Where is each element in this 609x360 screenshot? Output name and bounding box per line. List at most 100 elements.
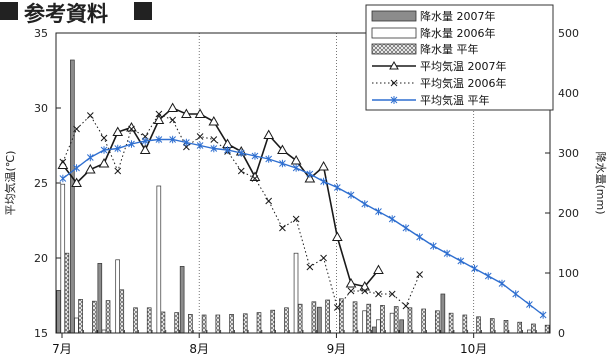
rain-bar xyxy=(174,312,179,334)
temp-point xyxy=(196,141,204,150)
y-right-tick-label: 400 xyxy=(558,87,579,100)
rain-bar xyxy=(317,306,322,334)
temp-point xyxy=(375,207,382,216)
month-label: 9月 xyxy=(327,342,347,356)
rain-bar xyxy=(179,266,185,334)
temp-point xyxy=(167,102,178,112)
temp-point xyxy=(139,144,151,154)
temp-point xyxy=(98,157,110,168)
temp-point xyxy=(416,271,423,278)
rain-bar xyxy=(92,300,97,334)
temp-point xyxy=(196,133,204,140)
temp-point xyxy=(249,171,261,181)
temp-point xyxy=(318,160,329,171)
temp-point xyxy=(331,231,343,241)
y-left-tick-label: 30 xyxy=(34,102,48,115)
title-block-right xyxy=(134,2,152,20)
temp-point xyxy=(292,164,300,172)
temp-point xyxy=(416,233,423,241)
temp-point xyxy=(402,302,410,310)
legend-label-rain-2006: 降水量 2006年 xyxy=(420,26,496,40)
y-right-tick-label: 300 xyxy=(558,147,579,160)
temp-point xyxy=(263,129,275,139)
temp-point xyxy=(359,280,371,291)
temp-point xyxy=(183,138,190,147)
temp-point xyxy=(443,249,451,258)
temp-point xyxy=(237,149,245,157)
rain-bar xyxy=(362,310,367,334)
legend-marker-temp-2006 xyxy=(390,79,398,87)
legend-label-rain-normal: 降水量 平年 xyxy=(420,42,479,56)
temp-point xyxy=(457,257,465,265)
rain-bar xyxy=(160,311,166,334)
temp-point xyxy=(181,108,192,118)
rain-bar xyxy=(325,299,330,334)
temp-point xyxy=(498,279,506,288)
rain-bar xyxy=(380,305,385,334)
temp-point xyxy=(73,125,80,133)
legend-marker-temp-2007 xyxy=(389,60,399,70)
rain-bar xyxy=(201,314,207,334)
temp-point xyxy=(345,277,357,288)
y-right-tick-label: 500 xyxy=(558,27,579,40)
rain-bar xyxy=(311,301,317,334)
temp-point xyxy=(155,110,163,118)
temp-point xyxy=(347,191,355,199)
temp-point xyxy=(251,152,259,160)
y-right-tick-label: 200 xyxy=(558,207,579,220)
y-left-tick-label: 35 xyxy=(34,27,48,40)
temp-point xyxy=(512,290,520,298)
temp-point xyxy=(373,264,384,274)
rain-bar xyxy=(393,306,399,334)
temp-point xyxy=(128,140,135,148)
temp-point xyxy=(251,175,259,182)
rain-bar xyxy=(517,321,523,334)
rain-bar xyxy=(462,314,468,334)
temp-point xyxy=(114,167,122,175)
temp-point xyxy=(210,144,218,153)
rain-bar xyxy=(270,309,276,334)
rain-bar xyxy=(371,326,377,334)
rain-bar xyxy=(215,314,221,334)
temp-point xyxy=(73,164,80,172)
temp-point xyxy=(388,290,396,298)
temp-point xyxy=(333,183,341,192)
temp-point xyxy=(471,264,478,273)
temp-point xyxy=(224,146,231,154)
legend: 降水量 2007年 降水量 2006年 降水量 平年 平均気温 2007年 平均… xyxy=(365,4,554,111)
temp-point xyxy=(169,116,176,124)
temp-point xyxy=(279,224,286,232)
temp-point xyxy=(375,290,382,298)
rain-bar xyxy=(407,307,413,334)
temp-point xyxy=(153,114,165,124)
y-right-tick-label: 100 xyxy=(558,267,579,280)
temp-point xyxy=(279,159,286,168)
rain-bar xyxy=(476,316,481,334)
temp-point xyxy=(333,304,341,311)
month-label: 7月 xyxy=(52,342,72,356)
temp-point xyxy=(155,135,163,144)
legend-swatch-rain-2006 xyxy=(371,27,417,39)
rain-bar xyxy=(242,313,248,334)
temp-point xyxy=(237,167,245,175)
rain-bar xyxy=(115,259,120,334)
temp-point xyxy=(320,254,327,262)
temp-point xyxy=(265,155,273,163)
temp-point xyxy=(59,158,67,166)
rain-bar xyxy=(489,318,495,334)
temp-point xyxy=(306,170,314,178)
rain-bar xyxy=(376,319,381,334)
rain-bar xyxy=(366,303,372,334)
rain-bar xyxy=(421,308,426,334)
rain-bar xyxy=(293,252,299,334)
month-label: 8月 xyxy=(189,342,209,356)
temp-point xyxy=(430,242,437,250)
rain-bar xyxy=(105,300,111,334)
rain-bar xyxy=(188,314,193,334)
y-right-tick-label: 0 xyxy=(558,327,565,340)
legend-marker-temp-normal xyxy=(390,96,398,104)
rain-bar xyxy=(389,312,395,334)
temp-point xyxy=(361,200,369,208)
rain-bar xyxy=(156,185,162,334)
temp-point xyxy=(100,134,108,142)
